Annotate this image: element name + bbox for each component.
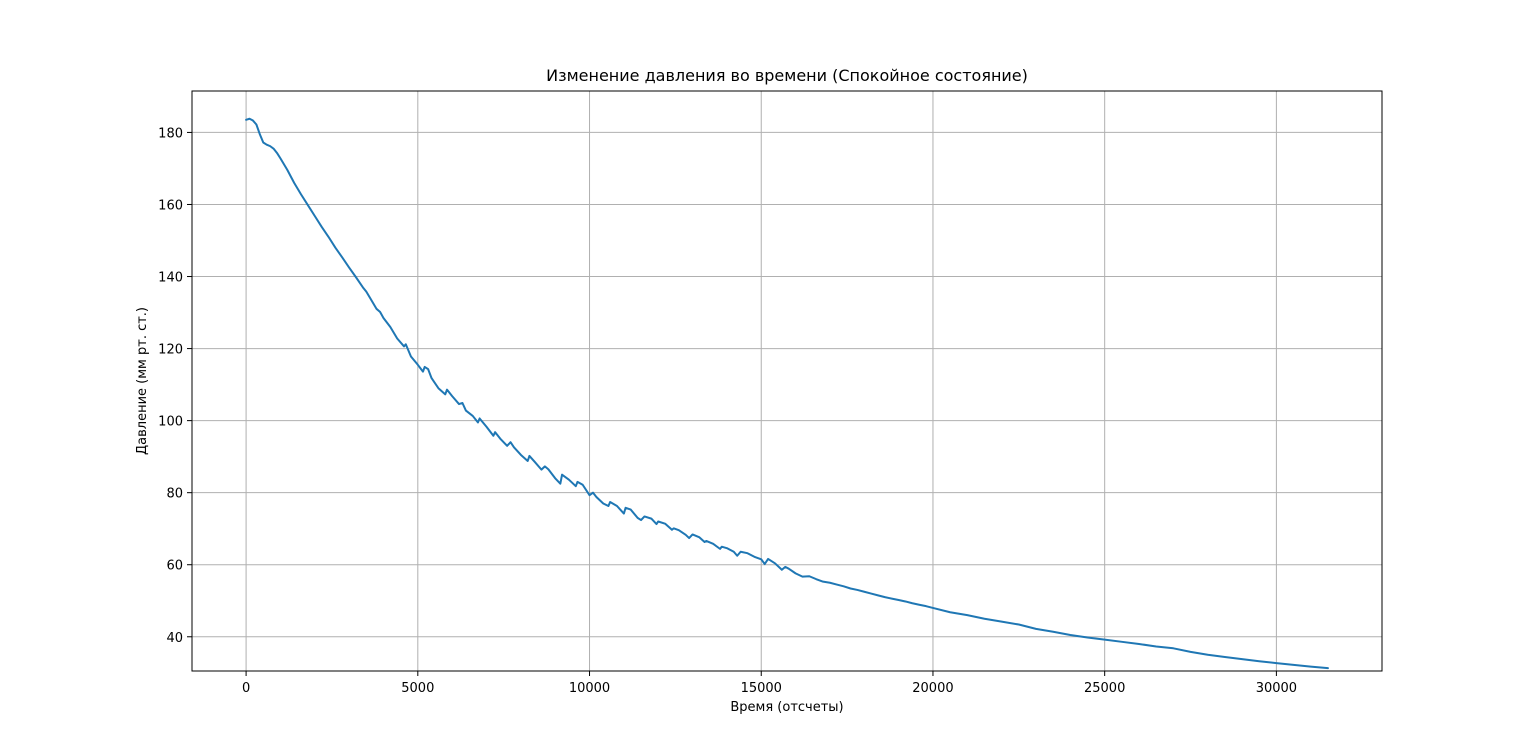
plot-area-frame [191, 90, 1383, 672]
chart-title: Изменение давления во времени (Спокойное… [546, 66, 1028, 85]
y-axis-label: Давление (мм рт. ст.) [135, 307, 150, 455]
pressure-series-line [245, 117, 1329, 670]
x-tick-label: 15000 [741, 681, 782, 696]
x-tick-label: 25000 [1084, 681, 1125, 696]
y-tick-label: 180 [158, 126, 183, 141]
y-tick-label: 140 [158, 271, 183, 286]
x-tick-label: 0 [242, 681, 250, 696]
y-tick-label: 160 [158, 198, 183, 213]
y-axis-ticks: 40 60 80 100 120 140 160 180 [158, 126, 192, 646]
x-axis-label: Время (отсчеты) [730, 700, 843, 715]
y-tick-label: 120 [158, 343, 183, 358]
y-tick-label: 60 [166, 559, 183, 574]
y-tick-label: 40 [166, 631, 183, 646]
x-tick-label: 10000 [569, 681, 610, 696]
grid-lines [192, 91, 1382, 671]
y-tick-label: 80 [166, 487, 183, 502]
x-tick-label: 30000 [1256, 681, 1297, 696]
y-tick-label: 100 [158, 415, 183, 430]
x-axis-ticks: 0 5000 10000 15000 20000 25000 30000 [242, 671, 1297, 696]
x-tick-label: 20000 [912, 681, 953, 696]
x-tick-label: 5000 [401, 681, 434, 696]
series-layer [245, 117, 1329, 670]
